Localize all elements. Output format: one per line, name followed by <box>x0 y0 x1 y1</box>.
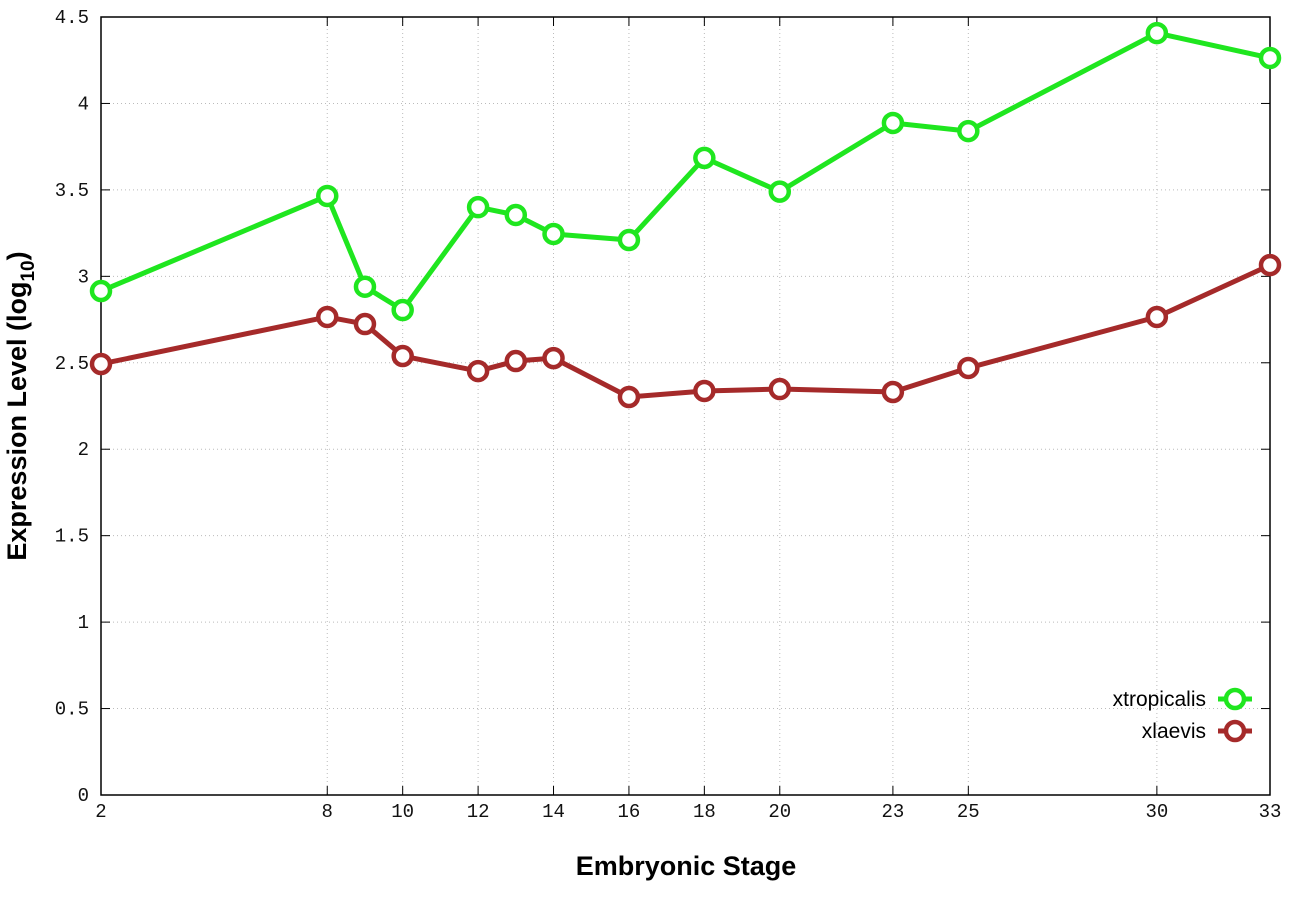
y-tick-label: 4 <box>78 93 89 115</box>
y-tick-label: 4.5 <box>55 7 89 29</box>
data-point <box>1145 21 1169 45</box>
data-point <box>957 356 980 380</box>
data-point <box>1258 253 1282 277</box>
data-point <box>768 377 792 401</box>
data-point <box>89 279 113 303</box>
x-tick-label: 25 <box>957 801 980 823</box>
y-tick-label: 2.5 <box>55 353 89 375</box>
y-tick-label: 0 <box>78 785 89 807</box>
data-point <box>1145 305 1169 329</box>
x-tick-label: 12 <box>467 801 490 823</box>
y-tick-label: 2 <box>78 439 89 461</box>
x-tick-label: 16 <box>618 801 641 823</box>
data-point <box>504 203 528 227</box>
data-point <box>542 346 565 370</box>
y-tick-label: 0.5 <box>55 699 89 721</box>
data-point <box>693 146 716 170</box>
y-tick-label: 1 <box>78 612 89 634</box>
y-axis-title-main: Expression Level (log <box>2 282 32 561</box>
series-line <box>100 30 1271 313</box>
x-tick-label: 2 <box>95 801 106 823</box>
y-axis-title: Expression Level (log10) <box>2 251 39 560</box>
legend-marker <box>1223 719 1247 743</box>
data-point <box>316 184 339 208</box>
data-point <box>466 195 490 219</box>
x-tick-label: 14 <box>542 801 565 823</box>
data-point <box>391 298 414 322</box>
data-point <box>881 111 905 135</box>
legend-marker <box>1223 687 1247 711</box>
x-tick-label: 8 <box>322 801 333 823</box>
data-point <box>391 344 414 368</box>
data-point <box>617 228 641 252</box>
data-point <box>353 312 377 336</box>
x-tick-label: 18 <box>693 801 716 823</box>
data-point <box>768 180 792 203</box>
x-tick-label: 30 <box>1145 801 1168 823</box>
y-axis-title-end: ) <box>2 251 32 260</box>
x-tick-label: 23 <box>881 801 904 823</box>
data-point <box>617 385 641 409</box>
x-axis-title: Embryonic Stage <box>576 851 797 881</box>
y-tick-label: 1.5 <box>55 526 89 548</box>
data-point <box>881 380 905 404</box>
data-point <box>466 359 490 383</box>
data-point <box>353 275 377 298</box>
data-point <box>542 222 565 246</box>
y-tick-label: 3.5 <box>55 180 89 202</box>
plot-border <box>100 16 1271 796</box>
data-point <box>1258 46 1282 70</box>
series-line <box>100 262 1272 400</box>
x-tick-label: 10 <box>391 801 414 823</box>
legend-label: xlaevis <box>1142 720 1206 743</box>
data-point <box>504 349 528 373</box>
x-tick-label: 33 <box>1259 801 1282 823</box>
legend-label: xtropicalis <box>1113 688 1206 711</box>
data-point <box>957 119 980 143</box>
x-tick-label: 20 <box>768 801 791 823</box>
y-tick-label: 3 <box>78 266 89 288</box>
data-point <box>693 379 716 403</box>
y-axis-title-subscript: 10 <box>18 260 39 281</box>
data-point <box>89 352 113 376</box>
data-point <box>316 305 339 329</box>
